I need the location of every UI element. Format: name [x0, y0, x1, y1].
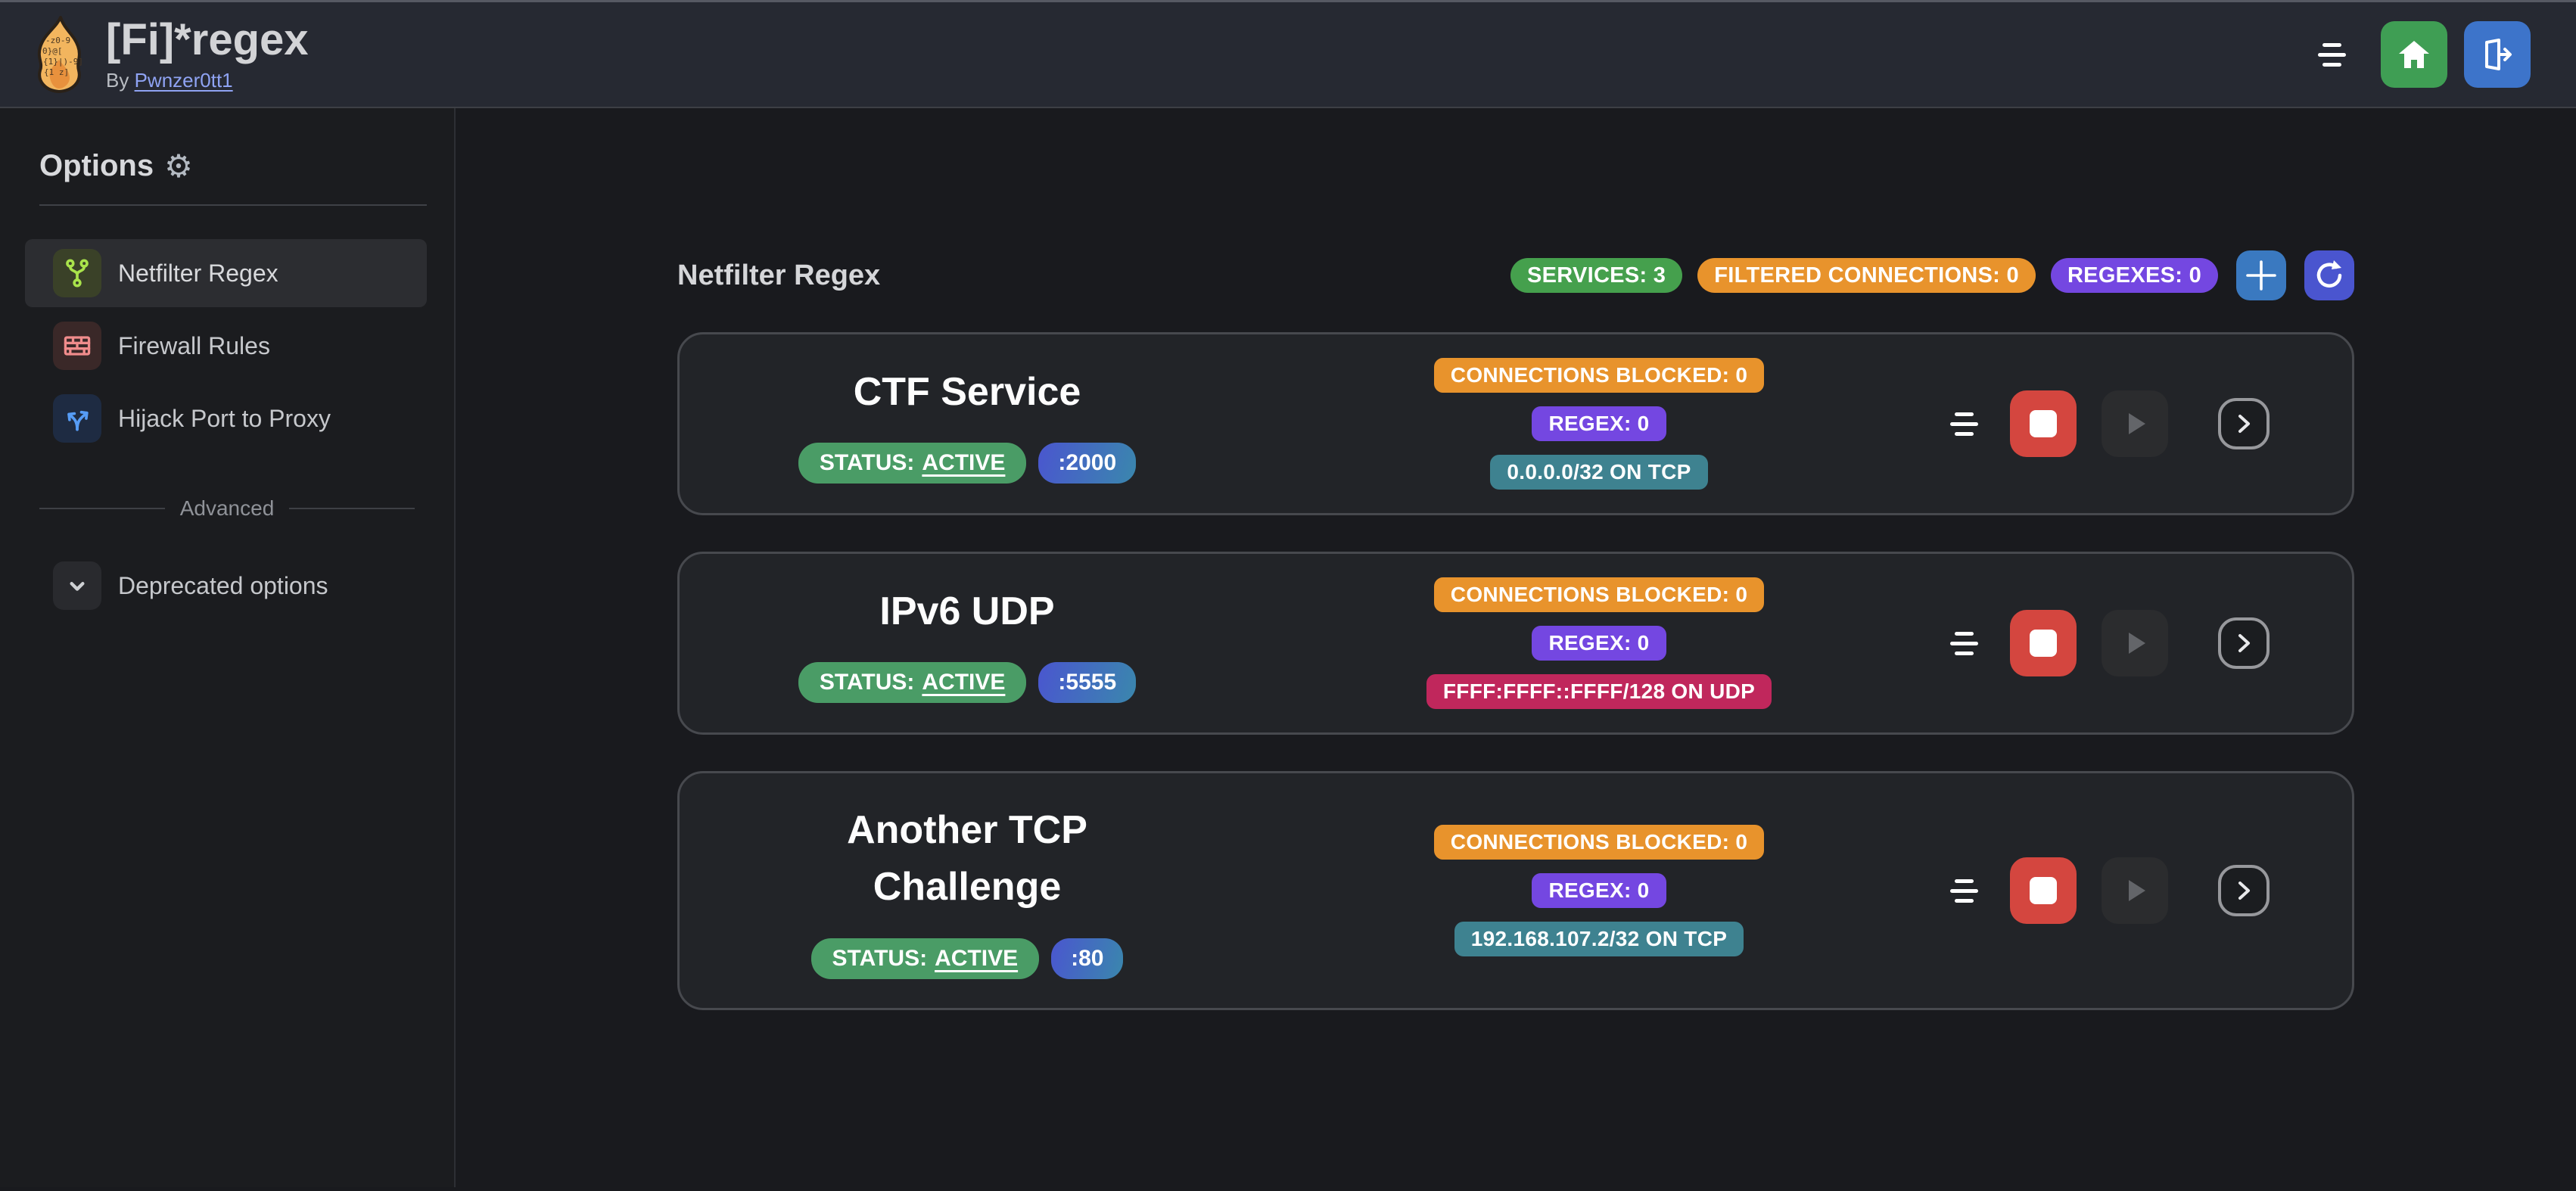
service-name: IPv6 UDP: [879, 589, 1055, 633]
brand: -z0-9 0}@[ {1}|)-9] {1 z] [Fi]*regex By …: [30, 16, 309, 93]
play-icon: [2129, 413, 2145, 434]
regex-count-badge: REGEX: 0: [1532, 626, 1666, 661]
svg-text:{1}|)-9]: {1}|)-9]: [43, 57, 83, 67]
refresh-icon: [2316, 260, 2342, 288]
deprecated-options-toggle[interactable]: Deprecated options: [25, 561, 427, 610]
sidebar-heading: Options ⚙: [39, 149, 415, 183]
service-card-ctf-service: CTF Service STATUS: ACTIVE :2000 CONNECT…: [677, 332, 2354, 515]
service-name: CTF Service: [853, 369, 1081, 414]
start-service-button[interactable]: [2102, 390, 2168, 457]
connections-blocked-badge: CONNECTIONS BLOCKED: 0: [1433, 358, 1765, 393]
sidebar-item-label: Netfilter Regex: [118, 259, 278, 287]
sidebar-item-label: Firewall Rules: [118, 331, 270, 359]
stop-icon: [2030, 630, 2057, 657]
main-content: Netfilter Regex SERVICES: 3 FILTERED CON…: [456, 108, 2576, 1187]
service-menu-icon[interactable]: [1949, 878, 1978, 903]
sidebar-divider: [39, 204, 427, 206]
open-service-button[interactable]: [2218, 865, 2270, 916]
logout-button[interactable]: [2464, 21, 2531, 88]
play-icon: [2129, 633, 2145, 654]
status-badge: STATUS: ACTIVE: [798, 662, 1027, 704]
chevron-right-icon: [2238, 634, 2250, 652]
address-badge: 192.168.107.2/32 ON TCP: [1454, 922, 1744, 956]
app-header: -z0-9 0}@[ {1}|)-9] {1 z] [Fi]*regex By …: [0, 0, 2576, 108]
options-title: Options: [39, 149, 154, 182]
regex-count-badge: REGEX: 0: [1532, 873, 1666, 908]
add-service-button[interactable]: [2236, 250, 2286, 300]
arrows-fork-icon: [53, 394, 101, 443]
sidebar-item-netfilter-regex[interactable]: Netfilter Regex: [25, 239, 427, 307]
svg-text:{1 z]: {1 z]: [44, 67, 69, 77]
svg-text:-z0-9: -z0-9: [45, 36, 70, 45]
sidebar: Options ⚙ Netfilter Regex: [0, 108, 456, 1187]
sidebar-item-hijack-port-to-proxy[interactable]: Hijack Port to Proxy: [25, 384, 427, 452]
header-actions: [2317, 21, 2531, 88]
brick-wall-icon: [53, 322, 101, 370]
page-title: Netfilter Regex: [677, 259, 881, 291]
chevron-right-icon: [2238, 882, 2250, 900]
service-card-ipv6-udp: IPv6 UDP STATUS: ACTIVE :5555 CONNECTION…: [677, 552, 2354, 735]
advanced-label: Advanced: [179, 496, 275, 520]
byline: By Pwnzer0tt1: [106, 69, 309, 92]
page-header-row: Netfilter Regex SERVICES: 3 FILTERED CON…: [677, 250, 2354, 300]
sidebar-nav: Netfilter Regex Firewall Rules: [0, 239, 454, 452]
start-service-button[interactable]: [2102, 610, 2168, 676]
service-card-another-tcp-challenge: Another TCP Challenge STATUS: ACTIVE :80…: [677, 771, 2354, 1010]
open-service-button[interactable]: [2218, 398, 2270, 449]
chevron-right-icon: [2238, 415, 2250, 433]
play-icon: [2129, 880, 2145, 901]
regex-count-badge: REGEX: 0: [1532, 406, 1666, 441]
refresh-button[interactable]: [2304, 250, 2354, 300]
connections-blocked-badge: CONNECTIONS BLOCKED: 0: [1433, 825, 1765, 860]
stop-icon: [2030, 877, 2057, 904]
svg-text:0}@[: 0}@[: [42, 46, 63, 56]
stop-service-button[interactable]: [2010, 610, 2077, 676]
filtered-connections-badge: FILTERED CONNECTIONS: 0: [1697, 258, 2036, 293]
author-link[interactable]: Pwnzer0tt1: [134, 68, 233, 92]
plus-icon: [2246, 260, 2276, 291]
service-menu-icon[interactable]: [1949, 630, 1978, 656]
chevron-down-icon[interactable]: [53, 561, 101, 610]
binary-tree-icon: [53, 249, 101, 297]
status-badge: STATUS: ACTIVE: [798, 443, 1027, 484]
status-badge: STATUS: ACTIVE: [810, 938, 1040, 979]
port-badge: :5555: [1038, 662, 1137, 704]
service-name: Another TCP Challenge: [847, 808, 1087, 909]
port-badge: :80: [1051, 938, 1124, 979]
header-menu-icon[interactable]: [2317, 42, 2346, 67]
byline-prefix: By: [106, 68, 129, 92]
port-badge: :2000: [1038, 443, 1137, 484]
logout-icon: [2485, 39, 2512, 70]
home-icon: [2399, 41, 2429, 68]
stop-service-button[interactable]: [2010, 390, 2077, 457]
app-title: [Fi]*regex: [106, 15, 309, 65]
sidebar-item-firewall-rules[interactable]: Firewall Rules: [25, 312, 427, 380]
regexes-count-badge: REGEXES: 0: [2050, 258, 2218, 293]
page-header-actions: SERVICES: 3 FILTERED CONNECTIONS: 0 REGE…: [1510, 250, 2354, 300]
deprecated-options-label: Deprecated options: [118, 571, 328, 599]
connections-blocked-badge: CONNECTIONS BLOCKED: 0: [1433, 577, 1765, 612]
brand-titles: [Fi]*regex By Pwnzer0tt1: [106, 17, 309, 92]
open-service-button[interactable]: [2218, 617, 2270, 669]
services-count-badge: SERVICES: 3: [1510, 258, 1683, 293]
start-service-button[interactable]: [2102, 857, 2168, 924]
stop-service-button[interactable]: [2010, 857, 2077, 924]
sidebar-item-label: Hijack Port to Proxy: [118, 404, 331, 432]
address-badge: FFFF:FFFF::FFFF/128 ON UDP: [1426, 674, 1772, 709]
advanced-divider: Advanced: [39, 496, 415, 521]
home-button[interactable]: [2381, 21, 2447, 88]
service-menu-icon[interactable]: [1949, 411, 1978, 437]
stop-icon: [2030, 410, 2057, 437]
firegex-flame-logo: -z0-9 0}@[ {1}|)-9] {1 z]: [37, 16, 83, 93]
app-shell: Options ⚙ Netfilter Regex: [0, 108, 2576, 1187]
gear-icon: ⚙: [164, 147, 193, 185]
address-badge: 0.0.0.0/32 ON TCP: [1490, 455, 1708, 490]
